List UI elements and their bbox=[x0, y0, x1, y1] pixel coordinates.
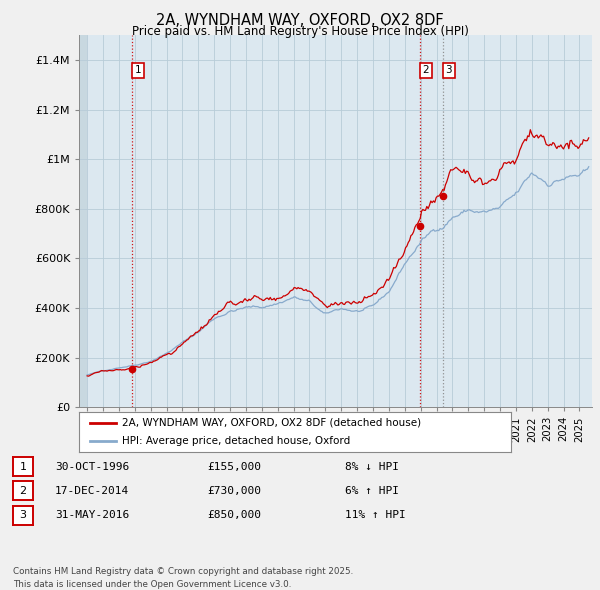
Text: 2: 2 bbox=[422, 65, 429, 75]
Text: 3: 3 bbox=[20, 510, 26, 520]
Text: 1: 1 bbox=[20, 462, 26, 471]
Text: 6% ↑ HPI: 6% ↑ HPI bbox=[345, 486, 399, 496]
Text: £730,000: £730,000 bbox=[207, 486, 261, 496]
Text: £155,000: £155,000 bbox=[207, 462, 261, 471]
Text: 30-OCT-1996: 30-OCT-1996 bbox=[55, 462, 130, 471]
Text: 11% ↑ HPI: 11% ↑ HPI bbox=[345, 510, 406, 520]
Bar bbox=[79, 35, 87, 407]
Text: 8% ↓ HPI: 8% ↓ HPI bbox=[345, 462, 399, 471]
Text: 3: 3 bbox=[446, 65, 452, 75]
Text: Contains HM Land Registry data © Crown copyright and database right 2025.
This d: Contains HM Land Registry data © Crown c… bbox=[13, 568, 353, 589]
Text: 2A, WYNDHAM WAY, OXFORD, OX2 8DF: 2A, WYNDHAM WAY, OXFORD, OX2 8DF bbox=[156, 13, 444, 28]
Text: 2A, WYNDHAM WAY, OXFORD, OX2 8DF (detached house): 2A, WYNDHAM WAY, OXFORD, OX2 8DF (detach… bbox=[122, 418, 422, 428]
Text: 17-DEC-2014: 17-DEC-2014 bbox=[55, 486, 130, 496]
Text: HPI: Average price, detached house, Oxford: HPI: Average price, detached house, Oxfo… bbox=[122, 436, 350, 446]
Text: £850,000: £850,000 bbox=[207, 510, 261, 520]
Text: Price paid vs. HM Land Registry's House Price Index (HPI): Price paid vs. HM Land Registry's House … bbox=[131, 25, 469, 38]
Text: 1: 1 bbox=[134, 65, 141, 75]
Text: 2: 2 bbox=[20, 486, 26, 496]
Text: 31-MAY-2016: 31-MAY-2016 bbox=[55, 510, 130, 520]
